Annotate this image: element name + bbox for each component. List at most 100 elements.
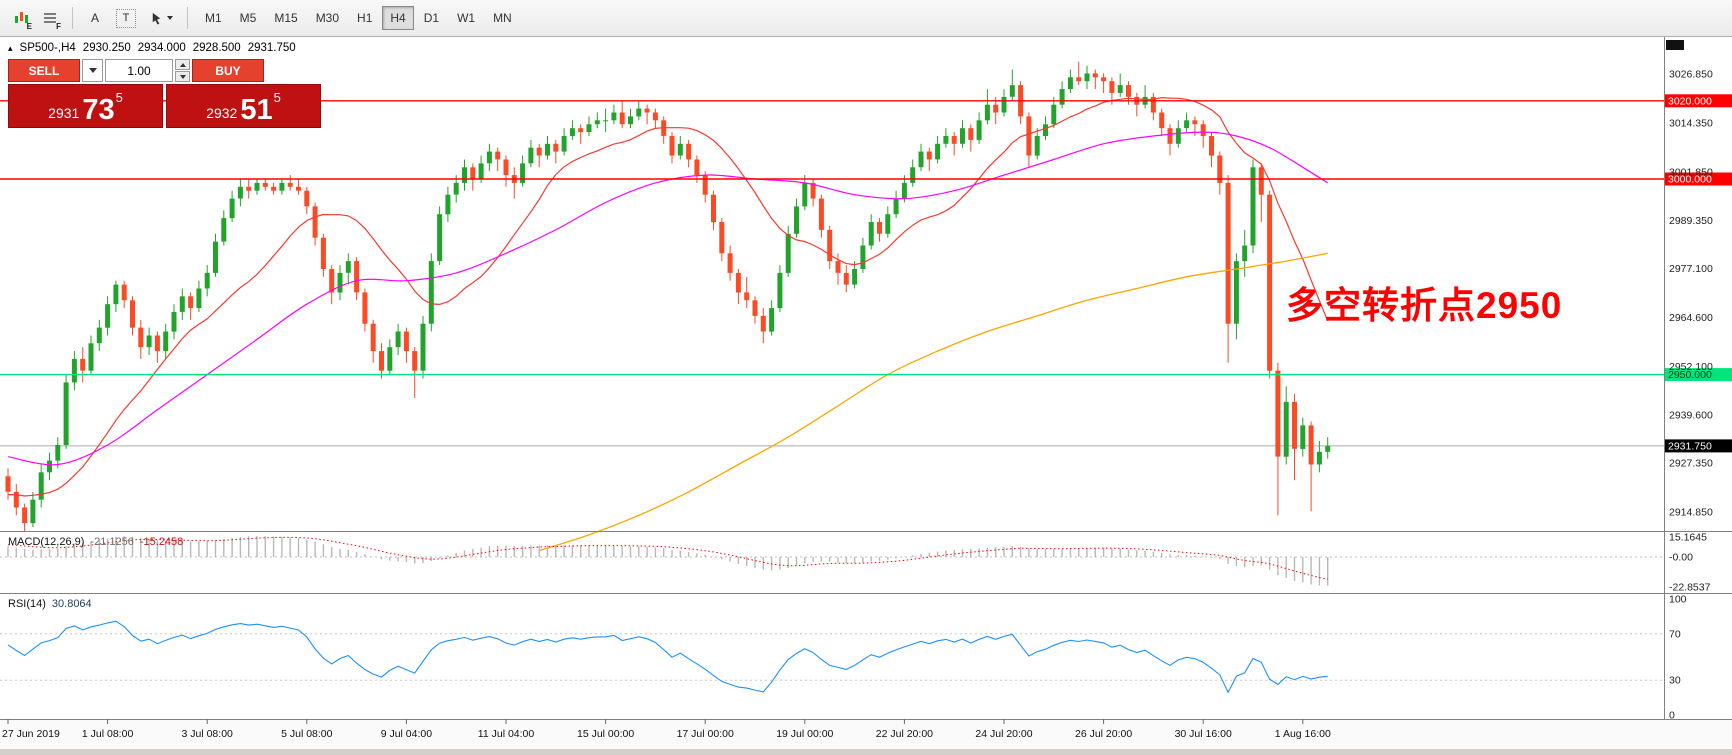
ask-price-prefix: 2932 <box>206 105 238 121</box>
price-line-tag <box>1664 172 1732 186</box>
time-axis-label: 22 Jul 20:00 <box>876 728 933 740</box>
cursor-arrow-icon <box>152 12 161 25</box>
ask-price-box[interactable]: 2932 51 5 <box>166 84 321 128</box>
timeframe-button-m15[interactable]: M15 <box>266 6 305 30</box>
window-marker <box>1666 40 1684 50</box>
symbol-timeframe-label: SP500-,H4 <box>19 42 76 54</box>
bid-price-prefix: 2931 <box>48 105 80 121</box>
grid-list-icon <box>44 13 56 23</box>
macd-tick-label: -22.8537 <box>1669 581 1711 593</box>
time-axis-label: 1 Aug 16:00 <box>1275 728 1331 740</box>
timeframe-button-mn[interactable]: MN <box>485 6 520 30</box>
ohlc-close: 2931.750 <box>247 42 296 54</box>
bid-price-box[interactable]: 2931 73 5 <box>8 84 163 128</box>
time-axis-label: 19 Jul 00:00 <box>776 728 833 740</box>
volume-up-button[interactable] <box>175 59 190 70</box>
rsi-tick-label: 30 <box>1669 675 1681 687</box>
price-tick-label: 2977.100 <box>1669 263 1713 275</box>
chart-template-button[interactable]: E <box>8 6 34 31</box>
chevron-down-icon <box>167 16 173 20</box>
price-line-tag <box>1664 94 1732 108</box>
price-tick-label: 2914.850 <box>1669 507 1713 519</box>
time-axis-label: 3 Jul 08:00 <box>182 728 234 740</box>
price-line-tag-label: 2950.000 <box>1668 369 1712 381</box>
macd-main-value: -21.1256 <box>90 536 134 548</box>
macd-plot <box>7 536 1329 586</box>
ask-price-main: 51 <box>240 94 273 127</box>
bid-price-pip: 5 <box>115 90 123 105</box>
price-tick-label: 3014.350 <box>1669 117 1713 129</box>
toolbar-separator <box>72 7 73 29</box>
buy-button[interactable]: BUY <box>192 59 264 82</box>
rsi-tick-label: 100 <box>1669 594 1687 606</box>
timeframe-button-w1[interactable]: W1 <box>449 6 483 30</box>
timeframe-button-m5[interactable]: M5 <box>232 6 265 30</box>
time-axis-label: 26 Jul 20:00 <box>1075 728 1132 740</box>
ohlc-open: 2930.250 <box>82 42 131 54</box>
timeframe-button-d1[interactable]: D1 <box>416 6 447 30</box>
rsi-tick-label: 70 <box>1669 628 1681 640</box>
time-axis-label: 11 Jul 04:00 <box>478 728 535 740</box>
macd-label: MACD(12,26,9) -21.1256 -15.2458 <box>8 536 183 548</box>
time-axis-label: 30 Jul 16:00 <box>1175 728 1232 740</box>
rsi-value: 30.8064 <box>51 598 92 610</box>
one-click-trading-widget: SELL BUY 2931 73 5 2932 51 5 <box>8 59 321 128</box>
rsi-name: RSI(14) <box>8 598 46 610</box>
text-label-tool-button[interactable]: T <box>111 6 141 30</box>
candles <box>5 61 1331 531</box>
price-line-tag-label: 3000.000 <box>1668 174 1712 186</box>
symbol-ohlc-title: ▴ SP500-,H4 2930.250 2934.000 2928.500 2… <box>8 42 296 54</box>
ma-slow-line <box>538 252 1328 552</box>
triangle-up-icon <box>179 62 186 67</box>
volume-input[interactable] <box>105 59 173 82</box>
macd-signal-value: -15.2458 <box>139 536 184 548</box>
timeframe-button-m30[interactable]: M30 <box>308 6 347 30</box>
timeframe-group: M1 M5 M15 M30 H1 H4 D1 W1 MN <box>197 6 520 30</box>
bid-ask-row: 2931 73 5 2932 51 5 <box>8 84 321 128</box>
ohlc-high: 2934.000 <box>137 42 186 54</box>
chart-canvas[interactable]: 3020.000 3000.000 2950.000 2931.750 3026.850… <box>0 37 1732 755</box>
current-price-tag-label: 2931.750 <box>1668 440 1712 452</box>
time-axis-label: 9 Jul 04:00 <box>381 728 433 740</box>
price-tick-label: 2989.350 <box>1669 215 1713 227</box>
ma-mid-line <box>7 131 1329 466</box>
price-line-tag <box>1664 368 1732 382</box>
time-axis-label: 27 Jun 2019 <box>2 728 60 740</box>
timeframe-button-h4[interactable]: H4 <box>382 6 414 30</box>
cursor-tool-button[interactable] <box>144 6 178 30</box>
time-axis-label: 1 Jul 08:00 <box>82 728 134 740</box>
price-tick-label: 2927.350 <box>1669 458 1713 470</box>
ohlc-low: 2928.500 <box>192 42 241 54</box>
text-label-icon: T <box>116 8 136 28</box>
price-tick-label: 3001.850 <box>1669 166 1713 178</box>
triangle-down-icon <box>179 74 186 79</box>
macd-name: MACD(12,26,9) <box>8 536 85 548</box>
text-tool-a-button[interactable]: A <box>82 6 108 30</box>
volume-dropdown-button[interactable] <box>82 59 103 82</box>
price-tick-label: 2939.600 <box>1669 410 1713 422</box>
symbol-marker-icon: ▴ <box>8 42 13 53</box>
sell-button[interactable]: SELL <box>8 59 80 82</box>
chart-annotation-text: 多空转折点2950 <box>1286 285 1563 326</box>
macd-tick-label: -0.00 <box>1669 552 1693 564</box>
trade-controls-row: SELL BUY <box>8 59 321 82</box>
timeframe-button-h1[interactable]: H1 <box>349 6 380 30</box>
rsi-line <box>7 620 1328 694</box>
macd-histogram <box>7 536 1329 586</box>
price-line-tag-label: 3020.000 <box>1668 95 1712 107</box>
current-price-tag <box>1664 439 1732 453</box>
data-window-button[interactable]: F <box>37 6 63 31</box>
timeframe-button-m1[interactable]: M1 <box>197 6 230 30</box>
price-tick-label: 2952.100 <box>1669 361 1713 373</box>
rsi-label: RSI(14) 30.8064 <box>8 598 92 610</box>
bid-price-main: 73 <box>82 94 115 127</box>
toolbar-separator <box>187 7 188 29</box>
toolbar: E F A T M1 M5 M15 M30 H1 H4 D1 W1 MN <box>0 0 1732 37</box>
chart-window[interactable]: 3020.000 3000.000 2950.000 2931.750 3026.850… <box>0 37 1732 755</box>
time-axis-label: 15 Jul 00:00 <box>577 728 634 740</box>
candlestick-chart-icon <box>15 12 28 23</box>
volume-down-button[interactable] <box>175 71 190 82</box>
volume-stepper <box>175 59 190 82</box>
price-tick-label: 3026.850 <box>1669 69 1713 81</box>
chart-template-badge: E <box>26 22 32 31</box>
